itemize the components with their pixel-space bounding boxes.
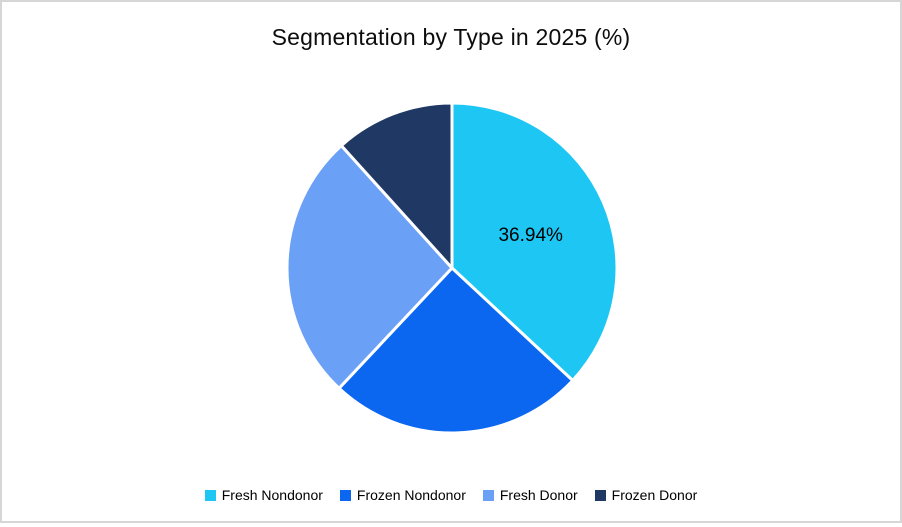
pie-slice-frozen-nondonor — [337, 266, 575, 435]
chart-title: Segmentation by Type in 2025 (%) — [271, 24, 631, 50]
legend-swatch-fresh-nondonor — [204, 489, 216, 501]
legend-item-frozen-donor: Frozen Donor — [594, 487, 698, 503]
legend-swatch-fresh-donor — [482, 489, 494, 501]
legend-label-fresh-nondonor: Fresh Nondonor — [221, 487, 323, 503]
data-label-fresh-nondonor: 36.94% — [498, 225, 563, 246]
legend-label-frozen-nondonor: Frozen Nondonor — [356, 487, 466, 503]
legend-swatch-frozen-nondonor — [339, 489, 351, 501]
legend-label-frozen-donor: Frozen Donor — [611, 487, 698, 503]
legend-swatch-frozen-donor — [594, 489, 606, 501]
legend-item-frozen-nondonor: Frozen Nondonor — [339, 487, 466, 503]
legend-item-fresh-donor: Fresh Donor — [482, 487, 578, 503]
pie-slice-fresh-donor — [285, 144, 454, 390]
pie-slice-fresh-nondonor — [450, 101, 619, 382]
legend-label-fresh-donor: Fresh Donor — [499, 487, 578, 503]
pie-slice-frozen-donor — [339, 101, 454, 270]
chart-legend: Fresh Nondonor Frozen Nondonor Fresh Donor… — [2, 487, 900, 503]
legend-item-fresh-nondonor: Fresh Nondonor — [204, 487, 323, 503]
